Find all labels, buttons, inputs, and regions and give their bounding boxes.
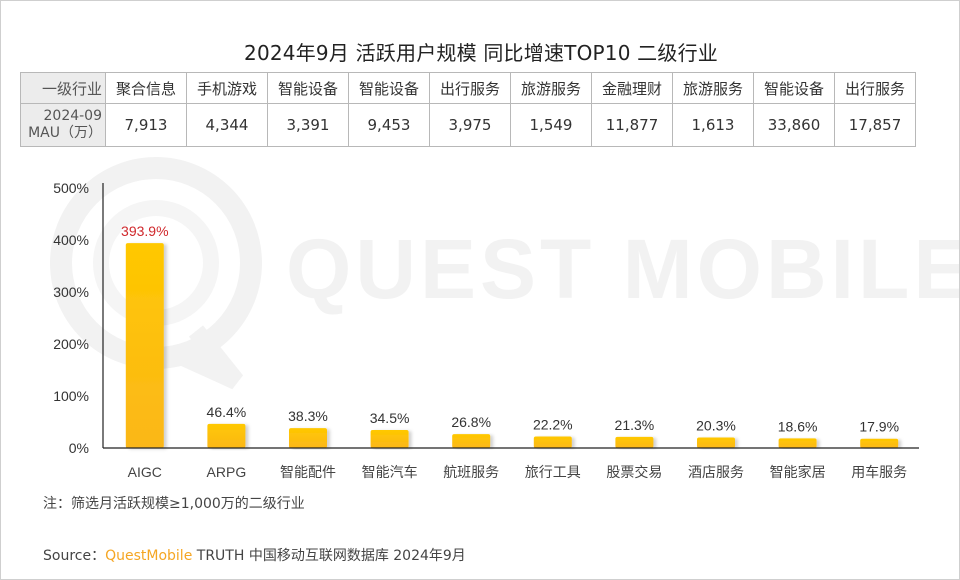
footnote: 注：筛选月活跃规模≥1,000万的二级行业 [43,496,305,512]
bar-value-label: 20.3% [696,417,736,433]
x-axis: AIGC ARPG 智能配件 智能汽车 航班服务 旅行工具 股票交易 酒店服务 智能家居 用车服务 [103,447,919,480]
bar [778,438,817,448]
x-tick-label: 智能汽车 [362,464,418,480]
table-cell: 3,391 [267,103,349,147]
bar-value-label: 38.3% [288,408,328,424]
table-cell: 出行服务 [834,72,916,104]
table-cell: 9,453 [348,103,430,147]
table-cell: 出行服务 [429,72,511,104]
bar [207,423,246,448]
bar-value-label: 26.8% [451,414,491,430]
table-cell: 4,344 [186,103,268,147]
watermark-text: QUEST MOBILE [286,222,960,316]
table-cell: 金融理财 [591,72,673,104]
y-tick-label: 500% [53,180,89,196]
x-tick-label: AIGC [128,464,162,480]
bar [125,243,164,448]
row-header-mau-line2: MAU（万） [28,125,102,141]
bar [697,437,735,448]
y-tick-label: 300% [53,284,89,300]
mau-table: 一级行业 聚合信息 手机游戏 智能设备 智能设备 出行服务 旅游服务 金融理财 … [20,72,916,147]
bar [860,438,899,448]
x-tick-label: 航班服务 [443,464,499,480]
table-cell: 聚合信息 [105,72,187,104]
x-tick-label: 酒店服务 [688,464,744,480]
bar [533,436,572,448]
table-cell: 1,613 [672,103,754,147]
y-tick-label: 200% [53,336,89,352]
table-cell: 17,857 [834,103,916,147]
x-tick-label: 智能配件 [280,464,336,480]
source-line: Source：QuestMobile TRUTH 中国移动互联网数据库 2024… [43,545,466,565]
x-tick-label: 股票交易 [606,464,662,480]
table-cell: 手机游戏 [186,72,268,104]
bar [370,430,409,448]
x-tick-label: ARPG [207,464,247,480]
y-tick-label: 400% [53,232,89,248]
bar [615,436,654,448]
table-cell: 7,913 [105,103,187,147]
y-tick-label: 100% [53,388,89,404]
table-cell: 智能设备 [753,72,835,104]
bar-value-label: 393.9% [121,223,168,239]
bar [289,428,327,448]
table-cell: 1,549 [510,103,592,147]
table-row-industry: 一级行业 聚合信息 手机游戏 智能设备 智能设备 出行服务 旅游服务 金融理财 … [20,72,916,104]
row-header-mau-line1: 2024-09 [43,108,103,124]
bars: 393.9% 46.4% 38.3% 34.5% 26.8% 22.2% 21.3% 20.3… [121,223,899,448]
bar-value-label: 34.5% [370,410,410,426]
bar-value-label: 17.9% [859,419,899,435]
source-rest: TRUTH 中国移动互联网数据库 2024年9月 [192,548,466,564]
bar-value-label: 46.4% [207,404,247,420]
bar-value-label: 18.6% [778,418,818,434]
table-row-mau: 2024-09 MAU（万） 7,913 4,344 3,391 9,453 3,… [20,103,916,147]
table-cell: 旅游服务 [672,72,754,104]
bar-value-label: 22.2% [533,416,573,432]
table-cell: 11,877 [591,103,673,147]
table-cell: 智能设备 [267,72,349,104]
bar-value-label: 21.3% [615,417,655,433]
bar [452,434,491,448]
x-tick-label: 智能家居 [770,464,826,480]
y-tick-label: 0% [69,440,89,456]
table-cell: 3,975 [429,103,511,147]
table-cell: 智能设备 [348,72,430,104]
source-prefix: Source： [43,548,106,564]
source-brand: QuestMobile [105,548,193,564]
page-title: 2024年9月 活跃用户规模 同比增速TOP10 二级行业 [244,41,718,65]
x-tick-label: 旅行工具 [525,464,581,480]
row-header-mau: 2024-09 MAU（万） [20,103,106,147]
y-axis: 0% 100% 200% 300% 400% 500% [53,180,104,456]
x-tick-label: 用车服务 [851,464,907,480]
